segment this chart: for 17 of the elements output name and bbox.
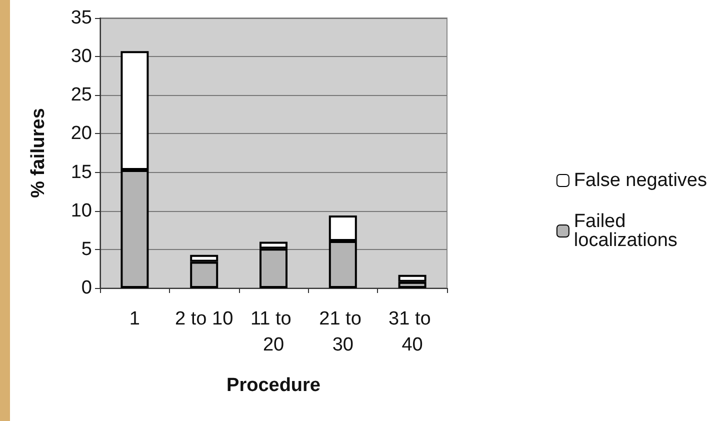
y-tick-label: 20	[70, 123, 92, 144]
y-tick-label: 10	[70, 200, 92, 222]
legend-label: Failed localizations	[574, 211, 678, 251]
y-tick-label: 15	[70, 162, 92, 183]
y-tick-label: 35	[70, 8, 92, 28]
y-axis-title: % failures	[28, 108, 49, 198]
y-tick-label: 0	[81, 278, 92, 298]
y-tick-label: 25	[70, 84, 92, 106]
x-tick-label: 31 to 40	[388, 308, 436, 356]
y-tick-label: 30	[70, 46, 92, 68]
x-tick-label: 21 to 30	[319, 308, 367, 356]
x-axis-title: Procedure	[226, 375, 320, 396]
legend-label: False negatives	[574, 170, 708, 191]
x-tick-label: 11 to 20	[250, 308, 297, 356]
x-tick-label: 2 to 10	[175, 308, 234, 330]
y-tick-label: 5	[81, 238, 92, 260]
x-tick-label: 1	[129, 308, 140, 330]
